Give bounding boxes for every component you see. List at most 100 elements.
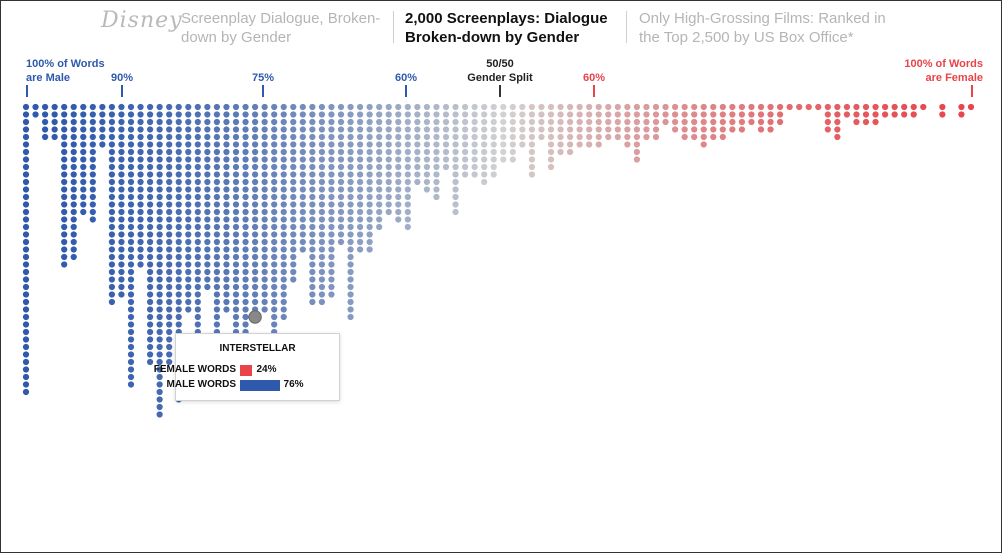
film-dot[interactable]	[232, 261, 240, 268]
film-dot[interactable]	[108, 216, 116, 223]
film-dot[interactable]	[414, 103, 421, 111]
film-dot[interactable]	[633, 148, 641, 156]
film-dot[interactable]	[767, 111, 774, 118]
film-dot[interactable]	[433, 178, 440, 186]
film-dot[interactable]	[127, 298, 135, 306]
film-dot[interactable]	[366, 201, 373, 208]
film-dot[interactable]	[166, 261, 173, 268]
film-dot[interactable]	[108, 231, 116, 238]
film-dot[interactable]	[223, 156, 230, 163]
film-dot[interactable]	[127, 366, 135, 373]
film-dot[interactable]	[194, 103, 201, 111]
film-dot[interactable]	[309, 261, 316, 268]
film-dot[interactable]	[461, 141, 469, 148]
film-dot[interactable]	[290, 268, 297, 276]
film-dot[interactable]	[242, 193, 249, 201]
film-dot[interactable]	[127, 208, 135, 216]
film-dot[interactable]	[395, 148, 402, 156]
nav-high-grossing-subset[interactable]: Only High-Grossing Films: Ranked in the …	[639, 10, 886, 46]
film-dot[interactable]	[290, 201, 297, 208]
film-dot[interactable]	[146, 283, 154, 291]
film-dot[interactable]	[89, 163, 96, 171]
film-dot[interactable]	[280, 231, 287, 238]
film-dot[interactable]	[213, 276, 221, 283]
film-dot[interactable]	[328, 111, 335, 118]
film-dot[interactable]	[32, 111, 39, 118]
film-dot[interactable]	[175, 156, 182, 163]
film-dot[interactable]	[376, 193, 383, 201]
film-dot[interactable]	[271, 103, 278, 111]
film-dot[interactable]	[404, 103, 411, 111]
film-dot[interactable]	[385, 178, 392, 186]
film-dot[interactable]	[261, 253, 268, 261]
film-dot[interactable]	[204, 148, 211, 156]
film-dot[interactable]	[108, 133, 116, 141]
film-dot[interactable]	[175, 321, 182, 328]
film-dot[interactable]	[70, 208, 77, 216]
film-dot[interactable]	[309, 148, 316, 156]
film-dot[interactable]	[127, 103, 135, 111]
film-dot[interactable]	[70, 186, 77, 193]
film-dot[interactable]	[22, 373, 30, 381]
film-dot[interactable]	[356, 178, 364, 186]
film-dot[interactable]	[395, 178, 402, 186]
film-dot[interactable]	[347, 291, 354, 298]
film-dot[interactable]	[127, 133, 135, 141]
film-dot[interactable]	[796, 103, 803, 111]
film-dot[interactable]	[595, 111, 602, 118]
film-dot[interactable]	[194, 291, 201, 298]
film-dot[interactable]	[22, 231, 30, 238]
film-dot[interactable]	[213, 201, 221, 208]
film-dot[interactable]	[127, 201, 135, 208]
film-dot[interactable]	[70, 163, 77, 171]
film-dot[interactable]	[261, 103, 268, 111]
film-dot[interactable]	[242, 148, 249, 156]
film-dot[interactable]	[299, 178, 306, 186]
film-dot[interactable]	[557, 133, 564, 141]
film-dot[interactable]	[61, 223, 68, 231]
film-dot[interactable]	[156, 298, 163, 306]
film-dot[interactable]	[691, 126, 698, 133]
film-dot[interactable]	[528, 163, 536, 171]
film-dot[interactable]	[232, 231, 240, 238]
film-dot[interactable]	[738, 103, 746, 111]
film-dot[interactable]	[232, 111, 240, 118]
film-dot[interactable]	[70, 111, 77, 118]
film-dot[interactable]	[108, 148, 116, 156]
film-dot[interactable]	[80, 141, 87, 148]
film-dot[interactable]	[442, 126, 450, 133]
film-dot[interactable]	[232, 178, 240, 186]
film-dot[interactable]	[318, 133, 326, 141]
film-dot[interactable]	[595, 126, 602, 133]
film-dot[interactable]	[232, 238, 240, 246]
film-dot[interactable]	[395, 171, 402, 178]
film-dot[interactable]	[280, 238, 287, 246]
film-dot[interactable]	[452, 201, 459, 208]
film-dot[interactable]	[519, 141, 526, 148]
film-dot[interactable]	[309, 178, 316, 186]
film-dot[interactable]	[70, 231, 77, 238]
film-dot[interactable]	[586, 111, 593, 118]
film-dot[interactable]	[280, 223, 287, 231]
film-dot[interactable]	[194, 261, 201, 268]
film-dot[interactable]	[175, 261, 182, 268]
film-dot[interactable]	[22, 253, 30, 261]
film-dot[interactable]	[366, 178, 373, 186]
film-dot[interactable]	[433, 163, 440, 171]
film-dot[interactable]	[251, 201, 259, 208]
film-dot[interactable]	[261, 306, 268, 313]
film-dot[interactable]	[118, 268, 125, 276]
film-dot[interactable]	[146, 178, 154, 186]
film-dot[interactable]	[232, 186, 240, 193]
film-dot[interactable]	[51, 103, 58, 111]
film-dot[interactable]	[194, 178, 201, 186]
film-dot[interactable]	[137, 186, 144, 193]
film-dot[interactable]	[309, 283, 316, 291]
film-dot[interactable]	[223, 298, 230, 306]
film-dot[interactable]	[146, 111, 154, 118]
film-dot[interactable]	[318, 291, 326, 298]
film-dot[interactable]	[452, 156, 459, 163]
film-dot[interactable]	[700, 126, 707, 133]
film-dot[interactable]	[490, 148, 497, 156]
film-dot[interactable]	[595, 133, 602, 141]
